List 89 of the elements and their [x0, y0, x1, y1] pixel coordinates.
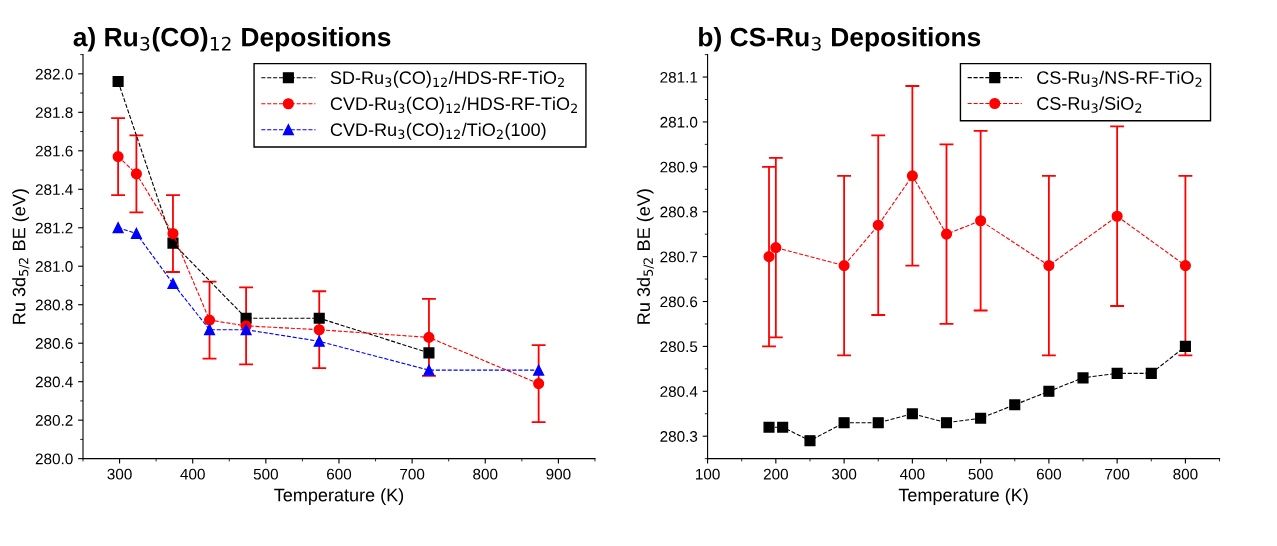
x-tick-label: 700 — [1105, 468, 1130, 480]
point — [770, 242, 782, 254]
x-tick-label: 800 — [473, 468, 498, 480]
x-tick-label: 500 — [253, 468, 278, 480]
legend-label: CS-Ru$_{3}$/NS-RF-TiO$_{2}$ — [1037, 70, 1202, 87]
point — [872, 417, 884, 429]
point — [313, 335, 325, 347]
y-axis-title: Ru 3d$_{5/2}$ BE (eV) — [636, 189, 654, 324]
x-axis-title: Temperature (K) — [898, 488, 1028, 505]
legend-label: CVD-Ru$_{3}$(CO)$_{12}$/TiO$_{2}$(100) — [330, 122, 546, 140]
point — [804, 435, 816, 447]
x-tick-label: 600 — [1036, 468, 1062, 480]
point — [423, 364, 435, 376]
point — [313, 312, 325, 324]
x-tick-label: 200 — [763, 468, 788, 480]
point — [1111, 367, 1123, 379]
point — [975, 412, 987, 424]
point — [112, 151, 124, 163]
point — [1009, 399, 1021, 411]
chart-title: a) Ru$_{3}$(CO)$_{12}$ Depositions — [73, 27, 391, 52]
point — [1077, 372, 1089, 384]
point — [203, 314, 216, 326]
point — [838, 260, 850, 272]
point — [112, 222, 124, 234]
point — [167, 227, 179, 240]
y-tick-label: 281.8 — [35, 107, 73, 119]
point — [838, 417, 850, 429]
point — [906, 170, 918, 182]
point — [130, 227, 142, 240]
point — [533, 364, 545, 376]
y-axis-title: Ru 3d$_{5/2}$ BE (eV) — [12, 189, 30, 324]
point — [940, 228, 953, 240]
point — [872, 219, 884, 231]
point — [423, 331, 435, 343]
x-tick-label: 400 — [899, 468, 925, 480]
y-tick-label: 280.5 — [660, 341, 698, 353]
y-tick-label: 280.2 — [35, 415, 73, 426]
point — [423, 347, 435, 359]
point — [1179, 260, 1191, 272]
point — [1145, 367, 1157, 379]
y-tick-label: 281.4 — [35, 184, 73, 195]
y-tick-label: 281.6 — [35, 145, 73, 157]
y-tick-label: 280.8 — [35, 299, 73, 311]
x-axis-title: Temperature (K) — [274, 488, 404, 505]
y-tick-label: 281.2 — [35, 222, 73, 234]
chart-title: b) CS-Ru$_{3}$ Depositions — [699, 27, 981, 52]
y-tick-label: 282.0 — [35, 68, 73, 80]
point — [313, 324, 325, 336]
y-tick-label: 280.3 — [660, 431, 698, 442]
point — [1179, 340, 1191, 352]
x-tick-label: 100 — [696, 468, 720, 480]
point — [763, 421, 775, 433]
x-tick-label: 300 — [831, 468, 857, 480]
point — [167, 277, 179, 290]
y-tick-label: 280.6 — [35, 338, 73, 349]
y-tick-label: 281.0 — [660, 116, 698, 128]
x-tick-label: 700 — [400, 468, 425, 480]
y-tick-label: 280.9 — [660, 161, 698, 173]
point — [975, 215, 987, 227]
x-tick-label: 500 — [968, 468, 993, 480]
point — [906, 408, 918, 420]
point — [763, 251, 775, 263]
point — [777, 421, 789, 433]
y-tick-label: 281.0 — [35, 261, 73, 272]
x-tick-label: 900 — [546, 468, 571, 480]
x-tick-label: 400 — [180, 468, 205, 480]
point — [203, 324, 216, 336]
x-tick-label: 800 — [1173, 468, 1198, 480]
x-tick-label: 300 — [107, 468, 132, 480]
legend-label: CVD-Ru$_{3}$(CO)$_{12}$/HDS-RF-TiO$_{2}$ — [330, 96, 577, 114]
y-tick-label: 280.4 — [660, 386, 698, 397]
point — [240, 324, 252, 336]
point — [1111, 210, 1123, 222]
point — [533, 378, 545, 390]
y-tick-label: 280.8 — [660, 206, 698, 218]
y-tick-label: 280.4 — [35, 376, 73, 388]
legend-label: CS-Ru$_{3}$/SiO$_{2}$ — [1037, 96, 1142, 113]
x-tick-label: 600 — [327, 468, 352, 480]
legend-label: SD-Ru$_{3}$(CO)$_{12}$/HDS-RF-TiO$_{2}$ — [330, 70, 564, 88]
point — [112, 75, 124, 88]
y-tick-label: 280.7 — [660, 251, 698, 263]
point — [1043, 385, 1055, 397]
point — [1043, 260, 1055, 272]
point — [130, 168, 142, 180]
y-tick-label: 280.0 — [35, 453, 73, 465]
point — [940, 417, 953, 429]
y-tick-label: 280.6 — [660, 296, 698, 308]
point — [167, 237, 179, 249]
y-tick-label: 281.1 — [660, 71, 698, 83]
